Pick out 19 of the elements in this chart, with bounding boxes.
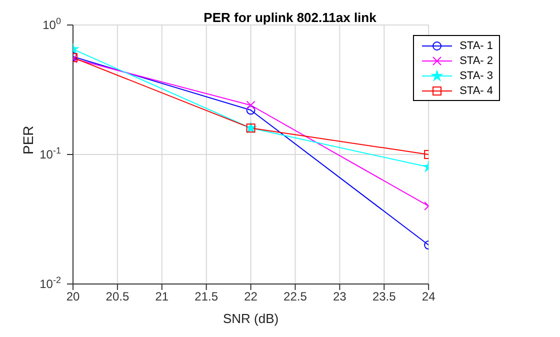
legend-label: STA- 3 — [460, 70, 493, 82]
y-axis-title: PER — [20, 126, 36, 154]
legend-label: STA- 1 — [460, 40, 493, 52]
y-tick-label: 10$^{-1}$ — [40, 146, 61, 162]
x-axis-title: SNR (dB) — [222, 311, 279, 326]
x-tick-label: 21.5 — [194, 290, 218, 304]
x-tick-label: 24 — [422, 290, 436, 304]
legend-label: STA- 4 — [460, 84, 493, 96]
chart-title: PER for uplink 802.11ax link — [204, 10, 376, 25]
x-tick-label: 22 — [244, 290, 258, 304]
x-tick-label: 21 — [155, 290, 169, 304]
x-tick-label: 22.5 — [284, 290, 308, 304]
x-tick-label: 23.5 — [372, 290, 396, 304]
y-tick-label: 10$^{0}$ — [42, 16, 61, 32]
x-tick-label: 20.5 — [106, 290, 130, 304]
y-tick-label: 10$^{-2}$ — [40, 275, 61, 291]
x-tick-label: 23 — [333, 290, 347, 304]
legend-label: STA- 2 — [460, 54, 493, 66]
x-tick-label: 20 — [66, 290, 80, 304]
